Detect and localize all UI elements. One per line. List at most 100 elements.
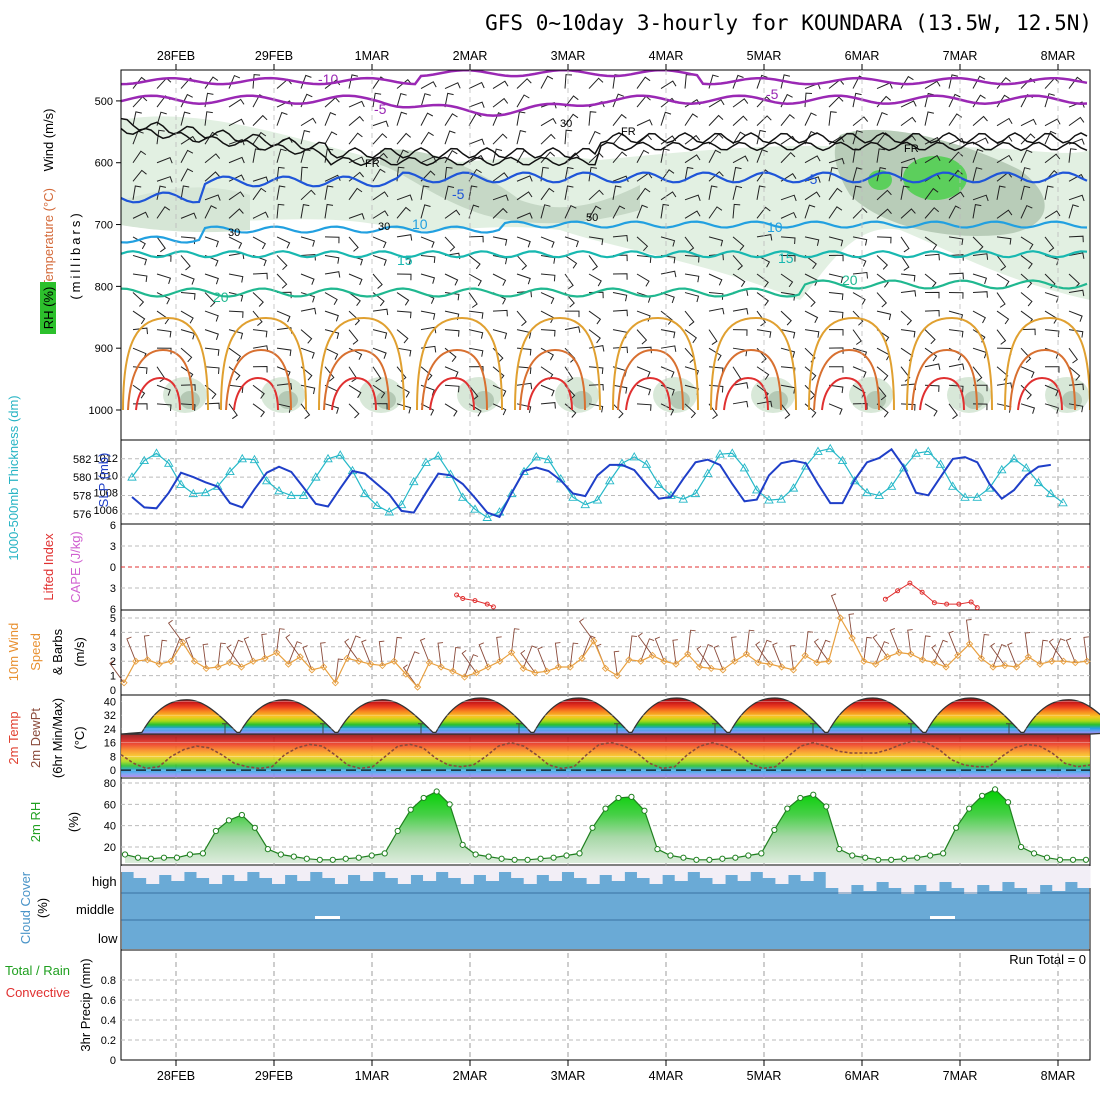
date-label-top: 6MAR [845,49,880,63]
rh-marker [888,856,895,863]
minmax-marker [712,723,718,735]
wind-barb [684,273,700,283]
rh-marker [771,826,778,834]
wind-barb [156,273,172,285]
warm-loop-inner [821,376,867,411]
wind-barb [876,292,888,308]
wind-barb [348,132,363,145]
wind-speed-marker [449,667,457,675]
warm-loop-mid [421,348,488,411]
rh-marker [173,854,181,861]
wind-barb [252,345,269,352]
wind-barb [996,310,1010,325]
surface-wind-barb [848,613,855,639]
surface-wind-barb [1039,639,1048,665]
wind-barb [444,209,461,219]
wind-barb [276,273,288,289]
wind-barb [516,111,526,126]
li-line [885,582,978,608]
wind-barb [972,310,986,324]
panel-frame [120,439,1091,525]
high-cloud-gap [221,866,235,875]
wind-barb [228,98,245,108]
label-2m-rh: 2m RH [28,802,43,842]
wind-barb [540,236,555,248]
panel-frames [120,439,1091,1061]
lifted-index-panel: 6 3 0 3 6 [110,520,1090,616]
wind-barb [900,157,917,165]
wind-barb [996,273,1010,287]
thickness-marker [445,469,456,478]
wind-barb [420,185,430,200]
wind-barb [756,310,766,327]
wind-barb [588,236,604,246]
temp-tick-label: 0 [110,765,116,777]
wind-barb [1068,101,1085,108]
wind-barb [156,310,170,325]
high-cloud-gap [989,866,1003,891]
wind-barb [180,329,196,340]
thickness-marker [531,452,542,461]
high-cloud-gap [938,866,953,882]
wind-barb [828,111,837,126]
thickness-marker [176,479,186,488]
wind-barb [1068,76,1083,89]
wind-barb [588,166,597,182]
wind-barb [372,120,389,127]
high-cloud-gap [901,866,915,894]
wind-barb [204,92,214,108]
rh-marker [576,850,583,857]
wind-barb [756,74,768,89]
wind-barb [804,366,817,381]
high-cloud-gap [121,866,135,872]
wind-barb [564,255,578,269]
surface-wind-barb [520,650,536,673]
high-cloud-gap [473,866,487,875]
wind-barb [732,273,746,287]
thickness-marker [163,458,174,467]
wind-barb [300,273,315,285]
thickness-marker [568,492,578,501]
wind-barb [708,307,725,315]
wind-barb [204,76,219,89]
contour-freezing2 [121,127,1088,167]
wind-barb [756,115,772,126]
wind-barb [420,93,431,108]
wind-barb [708,236,724,247]
wind-barb [900,75,914,89]
li-marker [460,596,466,601]
wind-barb [468,255,481,270]
wind-barb [636,76,651,89]
thickness-marker [898,463,909,472]
rh-marker [667,852,674,859]
thickness-marker [506,488,517,498]
wind-barb [756,129,767,145]
wind-barb [972,253,989,260]
contour-freezing [121,117,1088,159]
surface-wind-barb [875,641,890,665]
warm-loop-inner [233,376,279,411]
wind-barb [540,75,554,89]
wind-barb [348,100,365,108]
wind-barb [612,175,629,182]
pressure-tick-label: 800 [95,281,113,293]
thickness-marker [421,457,431,466]
wind-barb [828,310,844,319]
thk-tick-label: 582 [73,454,91,466]
wind-barb [828,157,845,165]
surface-wind-barb [346,635,361,659]
wind-barb [276,111,288,126]
label-high: high [92,874,117,889]
wind-barb [492,366,505,381]
thickness-marker [127,472,137,481]
thickness-marker [911,448,921,457]
wind-barb [420,170,436,182]
wind-barb [636,119,653,127]
wind-barb [324,131,338,145]
wind-barb [1068,403,1084,413]
wind-barb [180,111,191,126]
wind-barb [660,236,676,247]
wind-barb [708,206,723,219]
label-5: -5 [452,186,465,202]
high-cloud-gap [146,866,160,884]
